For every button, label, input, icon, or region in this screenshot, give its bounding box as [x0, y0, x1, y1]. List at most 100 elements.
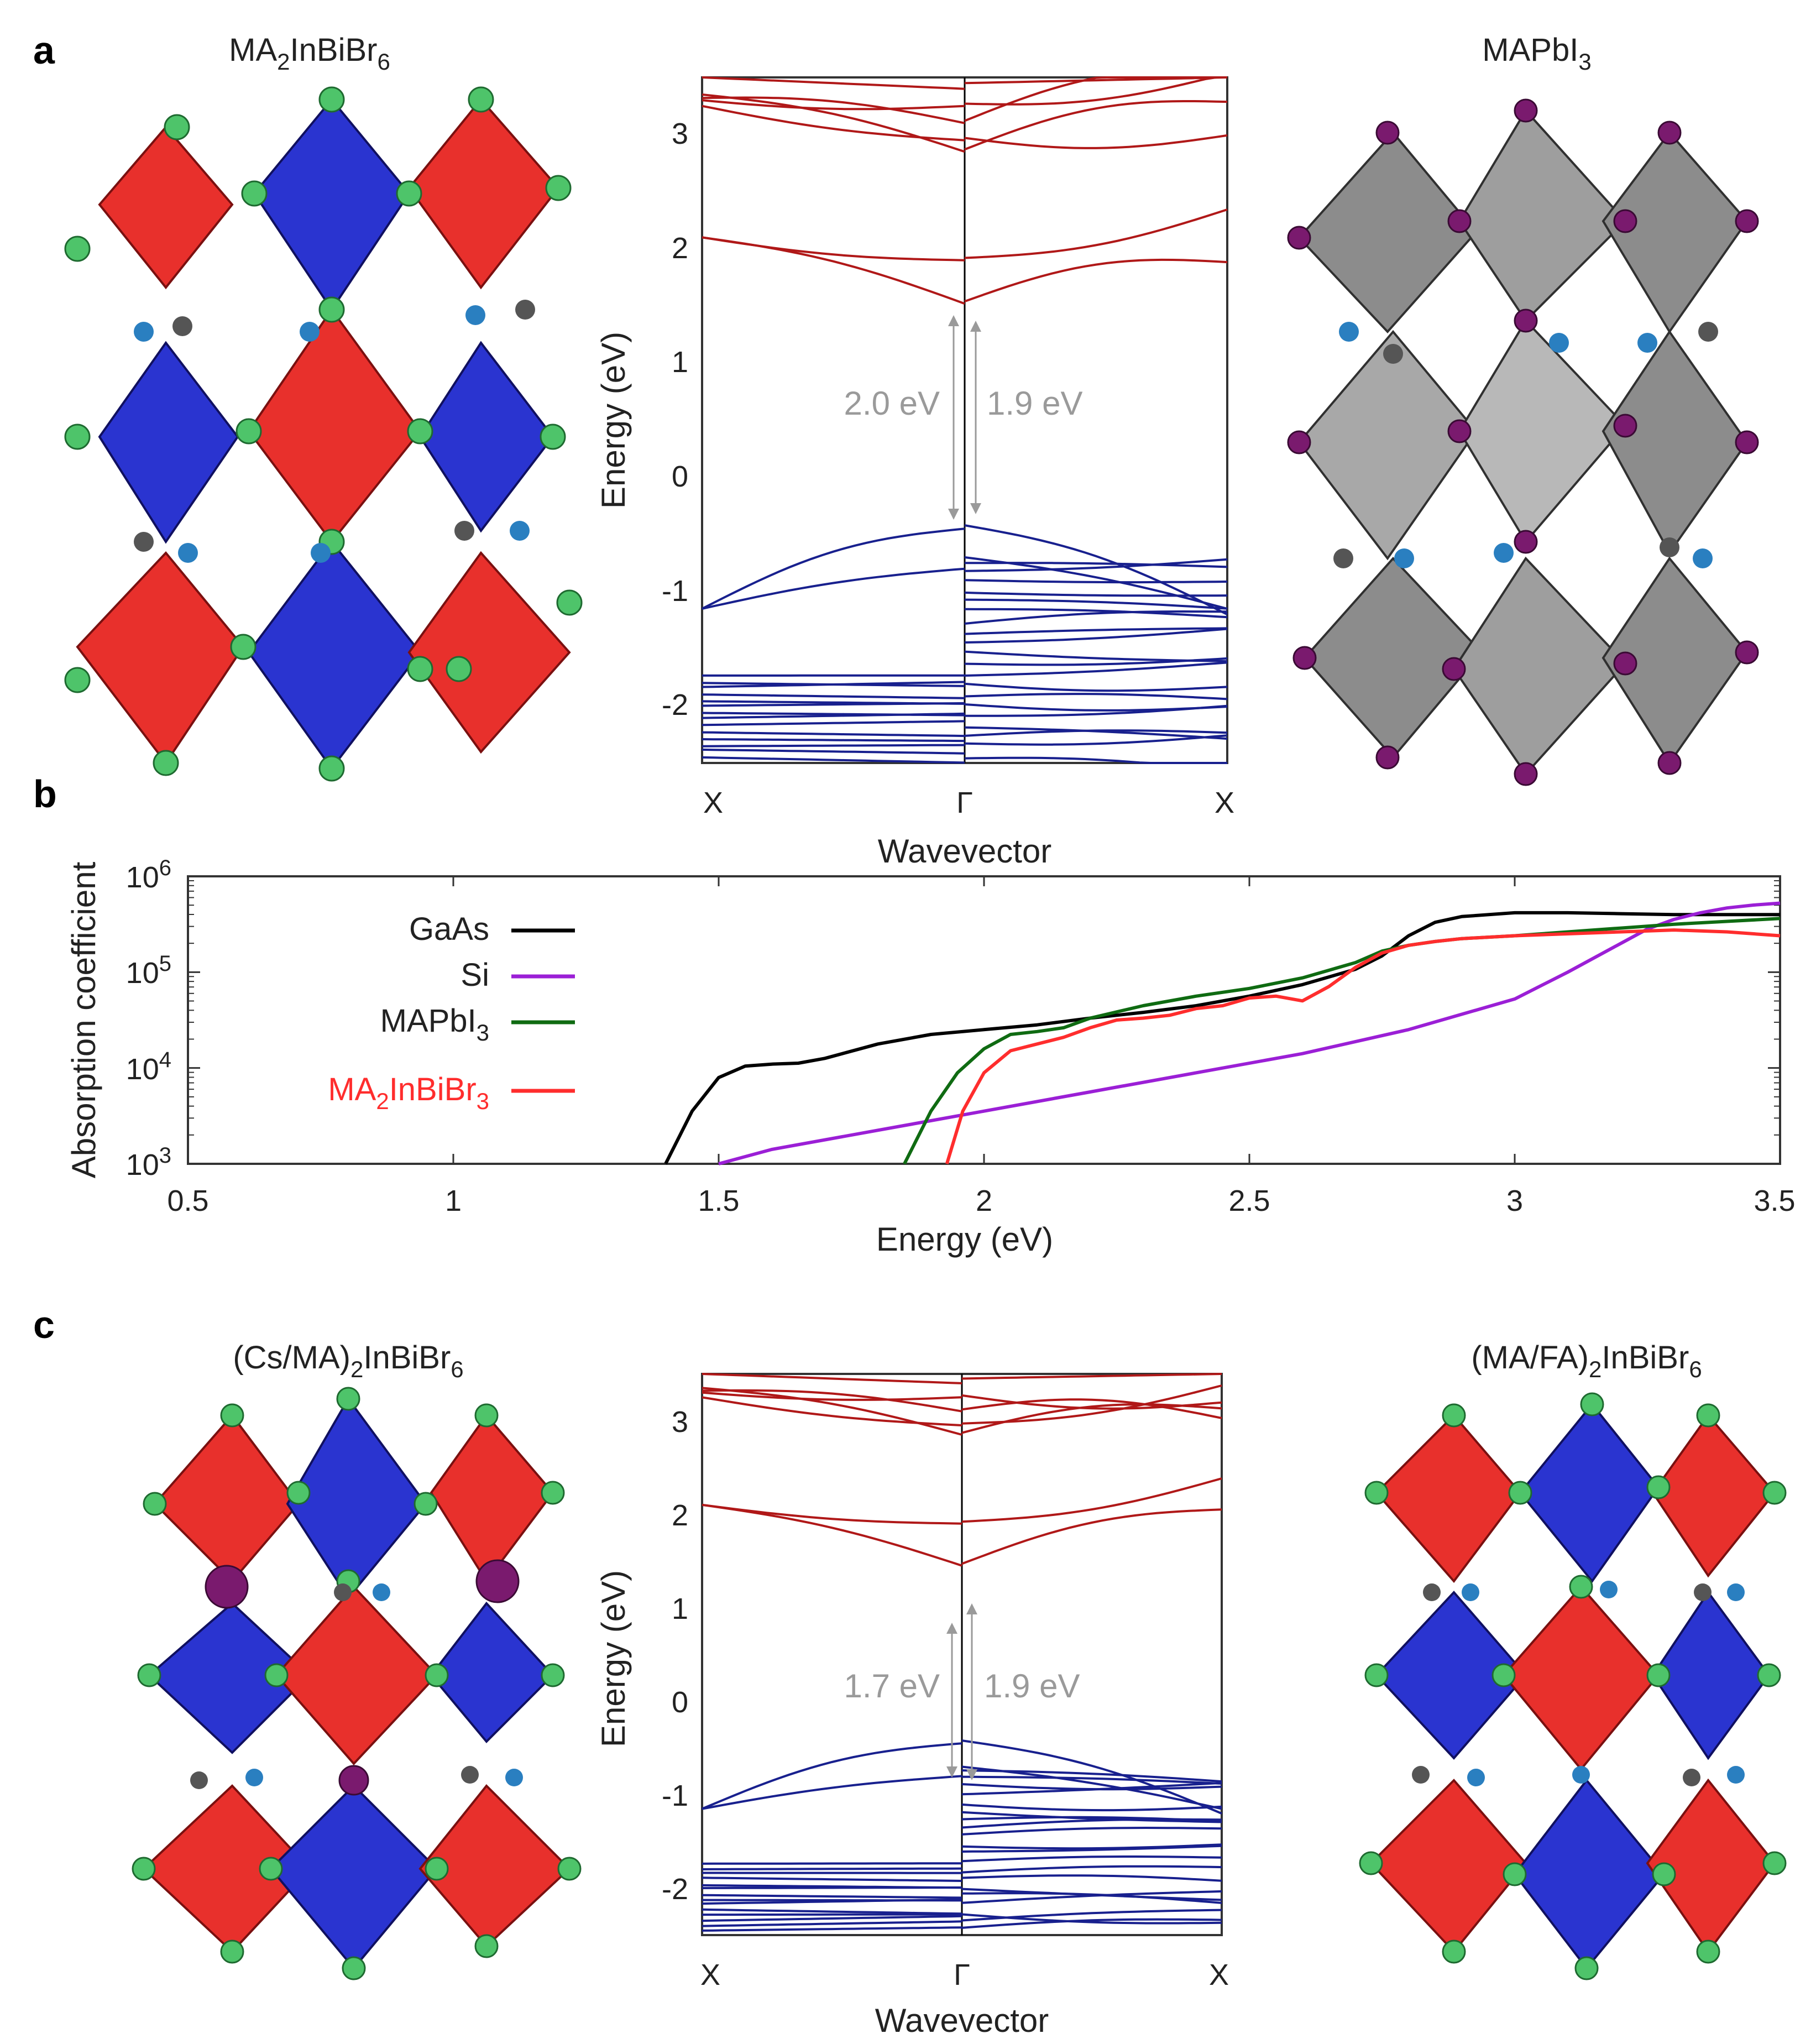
- conduction-band-line: [702, 1387, 962, 1436]
- valence-band-line: [702, 1898, 962, 1905]
- panel-a-ytick: 2: [672, 232, 688, 265]
- valence-band-line: [702, 748, 965, 755]
- valence-band-line: [702, 1862, 962, 1865]
- panel-b-xtick: 3.5: [1754, 1184, 1795, 1217]
- valence-band-line: [964, 524, 1228, 616]
- panel-b-xtick: 1: [445, 1184, 462, 1217]
- valence-band-line: [961, 1892, 1222, 1904]
- valence-band-line: [961, 1826, 1222, 1836]
- conduction-band-line: [964, 258, 1228, 302]
- panel-c-gap-arrowhead: [966, 1603, 977, 1614]
- valence-band-line: [702, 1926, 962, 1932]
- panel-a-right-title: MAPbI3: [1482, 32, 1591, 75]
- valence-band-line: [961, 1918, 1222, 1929]
- conduction-band-line: [961, 1398, 1222, 1419]
- panel-a-ytick: 3: [672, 117, 688, 150]
- panel-c-xtick: X: [700, 1958, 720, 1991]
- valence-band-line: [964, 627, 1228, 635]
- valence-band-line: [961, 1769, 1222, 1783]
- panel-a-gap-arrowhead: [948, 315, 959, 326]
- conduction-band-line: [702, 1373, 962, 1384]
- valence-band-line: [961, 1775, 1222, 1785]
- valence-band-line: [961, 1781, 1222, 1796]
- legend-si-label: Si: [460, 957, 489, 993]
- panel-c-gap-left-label: 1.7 eV: [844, 1667, 940, 1705]
- conduction-band-line: [961, 1403, 1222, 1434]
- panel-c-gap-arrowhead: [946, 1766, 957, 1778]
- valence-band-line: [964, 591, 1228, 597]
- valence-band-line: [964, 693, 1228, 700]
- panel-a-letter: a: [33, 29, 55, 72]
- panel-b-letter: b: [33, 772, 57, 815]
- panel-c-ytick: 1: [672, 1592, 688, 1625]
- valence-band-line: [702, 731, 965, 738]
- panel-a-ylabel: Energy (eV): [595, 332, 632, 509]
- valence-band-line: [961, 1739, 1222, 1815]
- conduction-band-line: [964, 76, 1228, 85]
- valence-band-line: [964, 729, 1228, 737]
- valence-band-line: [964, 558, 1228, 572]
- panel-b-xtick: 3: [1506, 1184, 1523, 1217]
- panel-a-xlabel: Wavevector: [878, 833, 1052, 870]
- valence-band-line: [702, 681, 965, 688]
- valence-band-line: [702, 738, 965, 743]
- valence-band-line: [702, 720, 965, 726]
- panel-c-ytick: -1: [662, 1779, 688, 1812]
- conduction-band-line: [702, 104, 965, 142]
- panel-a-xtick: X: [703, 786, 723, 819]
- valence-band-line: [702, 744, 965, 747]
- panel-b-ytick: 106: [126, 856, 171, 894]
- panel-c-xlabel: Wavevector: [875, 2002, 1049, 2039]
- panel-c-band-chart: 3 2 1 0 -1 -2 X Γ X Wavevector Energy (e…: [595, 1373, 1229, 2039]
- valence-band-line: [964, 734, 1228, 746]
- panel-a-gap-arrowhead: [948, 509, 959, 520]
- conduction-band-line: [961, 1508, 1222, 1565]
- valence-band-line: [964, 661, 1228, 677]
- panel-a-ytick: -1: [662, 574, 688, 608]
- panel-c-right-title: (MA/FA)2InBiBr6: [1471, 1340, 1702, 1382]
- valence-band-line: [961, 1843, 1222, 1850]
- panel-b-xtick: 2.5: [1228, 1184, 1270, 1217]
- valence-band-line: [702, 1742, 962, 1810]
- valence-band-line: [964, 682, 1228, 692]
- valence-band-line: [961, 1890, 1222, 1904]
- panel-c-xtick: Γ: [954, 1958, 970, 1991]
- panel-a-gap-right-label: 1.9 eV: [987, 385, 1082, 422]
- panel-b-ticks: [187, 875, 1781, 1165]
- valence-band-line: [964, 628, 1228, 644]
- panel-c-ylabel: Energy (eV): [595, 1570, 632, 1747]
- valence-band-line: [702, 1908, 962, 1915]
- valence-band-line: [961, 1844, 1222, 1853]
- legend-mapbi3-label: MAPbI3: [380, 1003, 489, 1045]
- panel-b-absorption-chart: 106 105 104 103 0.5 1 1.5 2 2.5 3 3.5 En…: [65, 856, 1796, 1258]
- panel-c-gap-arrowhead: [966, 1769, 977, 1780]
- panel-a-band-lines: [702, 76, 1228, 764]
- panel-a-xtick: X: [1215, 786, 1234, 819]
- valence-band-line: [702, 527, 965, 610]
- panel-a-band-chart: 3 2 1 0 -1 -2 X Γ X Wavevector Energy (e…: [595, 76, 1234, 870]
- panel-c-gap-arrowhead: [946, 1623, 957, 1634]
- legend-ma2inbibr3-label: MA2InBiBr3: [328, 1071, 489, 1114]
- conduction-band-line: [961, 1477, 1222, 1523]
- conduction-band-line: [702, 76, 965, 90]
- conduction-band-line: [964, 100, 1228, 151]
- panel-c-ytick: -2: [662, 1873, 688, 1906]
- panel-a-xtick: Γ: [956, 786, 973, 819]
- panel-c-letter: c: [33, 1303, 55, 1346]
- valence-band-line: [702, 1894, 962, 1899]
- panel-c-ytick: 0: [672, 1686, 688, 1719]
- panel-a-gap-arrowhead: [970, 503, 981, 514]
- legend-gaas-label: GaAs: [409, 911, 489, 947]
- panel-c-band-lines: [702, 1373, 1222, 1932]
- panel-c-xtick: X: [1209, 1958, 1229, 1991]
- panel-c-ytick: 2: [672, 1499, 688, 1532]
- conduction-band-line: [702, 1503, 962, 1525]
- series-line-si: [718, 901, 1781, 1165]
- valence-band-line: [965, 562, 1228, 568]
- valence-band-line: [964, 598, 1228, 610]
- panel-a-gap-arrowhead: [970, 321, 981, 332]
- panel-a-gap-left-label: 2.0 eV: [844, 385, 940, 422]
- conduction-band-line: [964, 208, 1228, 259]
- valence-band-line: [961, 1874, 1222, 1882]
- valence-band-line: [965, 704, 1228, 717]
